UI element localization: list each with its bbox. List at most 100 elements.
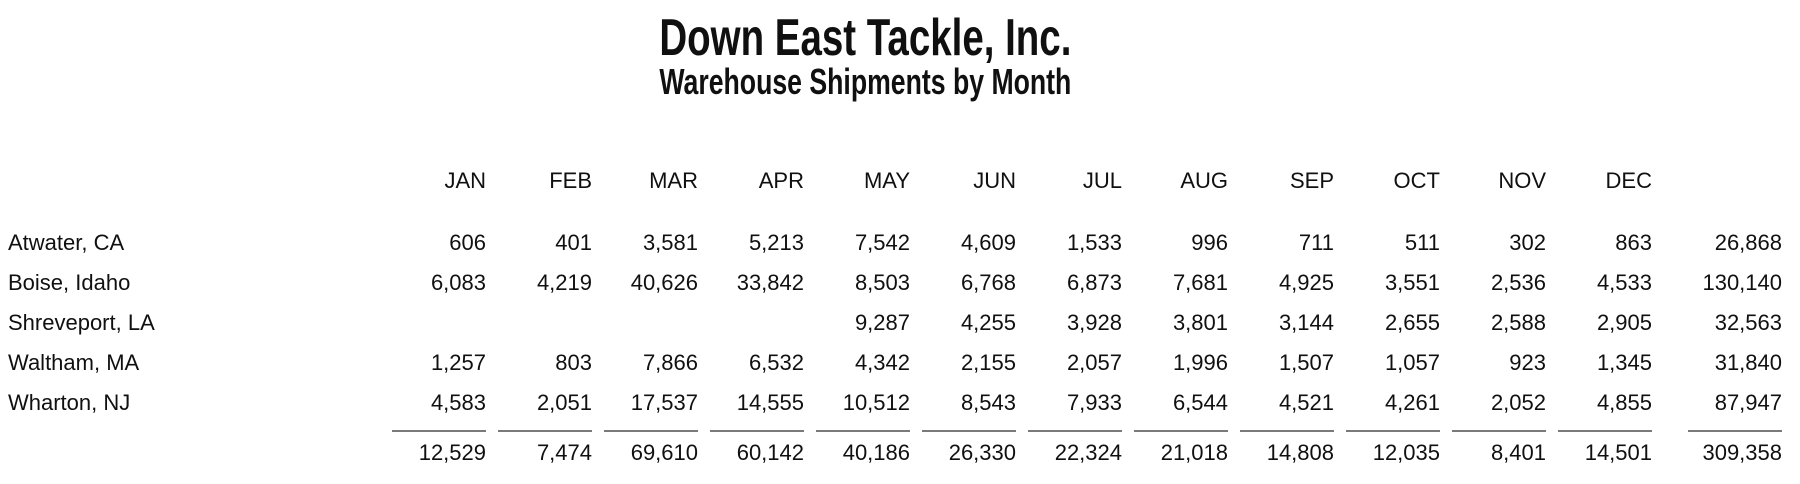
totals-label-cell	[8, 420, 380, 470]
month-total-cell: 60,142	[698, 420, 804, 470]
month-value-cell: 401	[555, 230, 592, 255]
total-rule-segment: 60,142	[710, 430, 804, 466]
month-value-cell: 4,521	[1278, 390, 1334, 415]
month-value-cell: 1,257	[430, 350, 486, 375]
month-value-cell: 10,512	[842, 390, 910, 415]
month-value-cell: 2,536	[1490, 270, 1546, 295]
month-value-cell: 2,155	[960, 350, 1016, 375]
warehouse-column-header	[8, 158, 380, 198]
table-body: Atwater, CA 606 401 3,581 5,213 7,542 4,609 1,5…	[8, 198, 1782, 420]
total-rule-segment: 40,186	[816, 430, 910, 466]
month-value-cell: 803	[555, 350, 592, 375]
month-value-cell: 6,873	[1066, 270, 1122, 295]
month-value-cell	[592, 300, 698, 340]
month-total-cell: 14,501	[1546, 420, 1652, 470]
month-total-cell: 12,529	[380, 420, 486, 470]
warehouse-label: Shreveport, LA	[8, 310, 155, 335]
warehouse-row: Shreveport, LA 9,287 4,255 3,928 3,801 3,144 2…	[8, 300, 1782, 340]
month-value-cell: 2,588	[1490, 310, 1546, 335]
month-value-cell: 711	[1298, 230, 1334, 255]
month-total-cell: 21,018	[1122, 420, 1228, 470]
month-header: OCT	[1393, 168, 1440, 193]
month-header: MAY	[863, 168, 910, 193]
month-value-cell: 6,532	[748, 350, 804, 375]
month-value-cell: 4,583	[430, 390, 486, 415]
shipments-table: JAN FEB MAR APR MAY JUN JUL AUG SEP OCT NOV DEC Atw…	[8, 158, 1782, 470]
month-value-cell: 6,544	[1172, 390, 1228, 415]
warehouse-label: Wharton, NJ	[8, 390, 131, 415]
month-header: FEB	[549, 168, 592, 193]
month-value-cell: 2,051	[536, 390, 592, 415]
month-value-cell: 1,507	[1278, 350, 1334, 375]
month-value-cell: 7,681	[1172, 270, 1228, 295]
month-value-cell: 3,551	[1384, 270, 1440, 295]
warehouse-label: Atwater, CA	[8, 230, 125, 255]
month-value-cell: 511	[1404, 230, 1440, 255]
month-header: JAN	[444, 168, 486, 193]
report-title-line: Down East Tackle, Inc.	[0, 12, 1730, 64]
row-total-cell: 130,140	[1702, 270, 1782, 295]
month-value-cell: 7,933	[1066, 390, 1122, 415]
month-total-cell: 69,610	[592, 420, 698, 470]
month-value-cell: 1,533	[1066, 230, 1122, 255]
month-value-cell: 14,555	[736, 390, 804, 415]
month-value-cell: 606	[449, 230, 486, 255]
warehouse-row: Wharton, NJ 4,583 2,051 17,537 14,555 10,512 8…	[8, 380, 1782, 420]
report-subtitle: Warehouse Shipments by Month	[659, 61, 1071, 102]
month-value-cell: 996	[1191, 230, 1228, 255]
month-value-cell: 6,083	[430, 270, 486, 295]
month-total-cell: 26,330	[910, 420, 1016, 470]
month-total-cell: 22,324	[1016, 420, 1122, 470]
month-value-cell: 8,543	[960, 390, 1016, 415]
month-value-cell: 863	[1615, 230, 1652, 255]
month-value-cell: 5,213	[748, 230, 804, 255]
month-value-cell: 33,842	[736, 270, 804, 295]
month-value-cell: 40,626	[630, 270, 698, 295]
month-value-cell: 8,503	[854, 270, 910, 295]
month-value-cell: 302	[1509, 230, 1546, 255]
warehouse-row: Waltham, MA 1,257 803 7,866 6,532 4,342 2,155 2…	[8, 340, 1782, 380]
warehouse-label: Waltham, MA	[8, 350, 140, 375]
month-total-cell: 8,401	[1440, 420, 1546, 470]
month-value-cell: 923	[1509, 350, 1546, 375]
report-header: Down East Tackle, Inc. Warehouse Shipmen…	[0, 0, 1730, 100]
total-rule-segment: 7,474	[498, 430, 592, 466]
month-total-cell: 12,035	[1334, 420, 1440, 470]
month-header: NOV	[1498, 168, 1546, 193]
month-value-cell: 4,533	[1596, 270, 1652, 295]
month-value-cell: 4,255	[960, 310, 1016, 335]
month-value-cell: 2,052	[1490, 390, 1546, 415]
month-value-cell: 4,609	[960, 230, 1016, 255]
report-title: Down East Tackle, Inc.	[658, 9, 1071, 67]
month-value-cell: 17,537	[630, 390, 698, 415]
month-value-cell: 1,345	[1596, 350, 1652, 375]
month-value-cell: 1,057	[1384, 350, 1440, 375]
month-value-cell: 4,925	[1278, 270, 1334, 295]
month-value-cell: 1,996	[1172, 350, 1228, 375]
month-header: APR	[758, 168, 804, 193]
total-rule-segment: 8,401	[1452, 430, 1546, 466]
table-header: JAN FEB MAR APR MAY JUN JUL AUG SEP OCT NOV DEC	[8, 158, 1782, 198]
month-header: DEC	[1605, 168, 1652, 193]
month-value-cell: 7,866	[642, 350, 698, 375]
month-value-cell: 2,905	[1596, 310, 1652, 335]
month-header: JUN	[973, 168, 1016, 193]
month-value-cell: 7,542	[854, 230, 910, 255]
row-total-cell: 31,840	[1714, 350, 1782, 375]
month-value-cell: 4,261	[1384, 390, 1440, 415]
total-rule-segment: 22,324	[1028, 430, 1122, 466]
month-header: JUL	[1082, 168, 1122, 193]
month-value-cell: 2,057	[1066, 350, 1122, 375]
month-value-cell: 4,342	[854, 350, 910, 375]
row-total-cell: 87,947	[1714, 390, 1782, 415]
month-value-cell: 3,144	[1278, 310, 1334, 335]
grand-total-cell: 309,358	[1652, 420, 1782, 470]
warehouse-row: Boise, Idaho 6,083 4,219 40,626 33,842 8,503 6…	[8, 260, 1782, 300]
month-value-cell: 6,768	[960, 270, 1016, 295]
month-value-cell: 3,581	[642, 230, 698, 255]
month-value-cell	[486, 300, 592, 340]
total-rule-segment: 14,501	[1558, 430, 1652, 466]
total-rule-segment: 21,018	[1134, 430, 1228, 466]
total-column-header	[1652, 158, 1782, 198]
